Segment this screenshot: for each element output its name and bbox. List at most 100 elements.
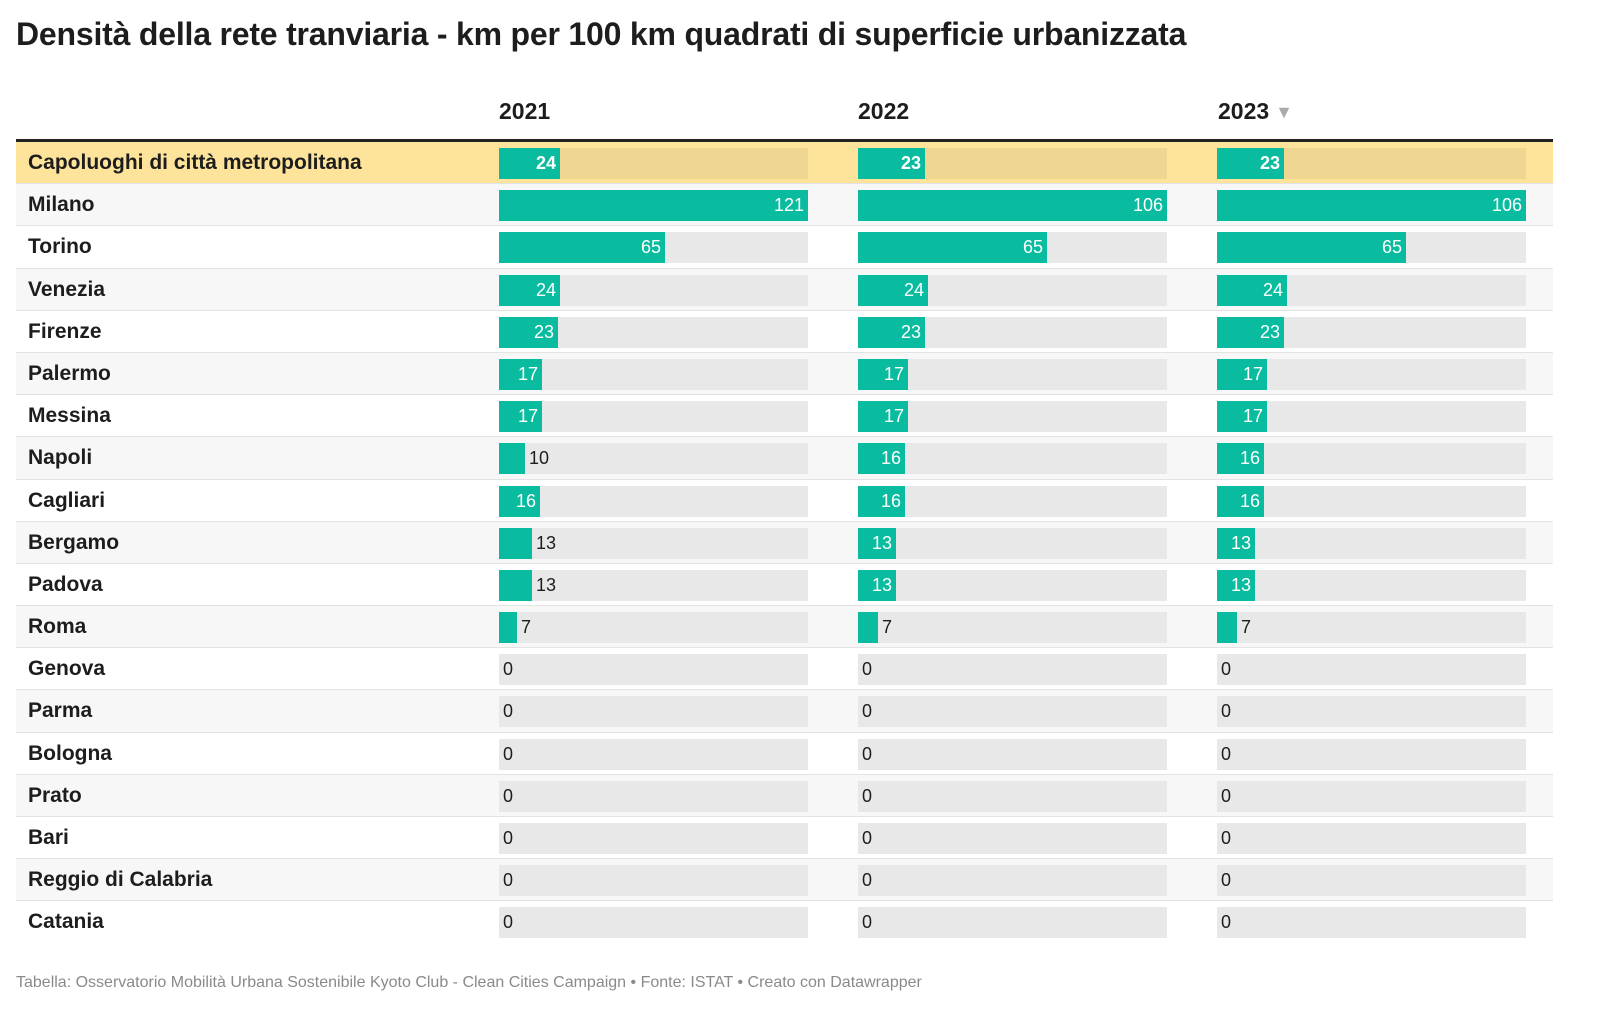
bar-cell: 17	[499, 401, 808, 433]
bar-cell: 0	[858, 780, 1167, 812]
table-row: Genova 0 0 0	[16, 648, 1553, 691]
bar-cell: 0	[858, 696, 1167, 728]
bar	[499, 232, 665, 264]
bar-cell: 0	[499, 823, 808, 854]
row-label: Torino	[28, 235, 92, 259]
bar-cell: 10	[499, 443, 808, 475]
data-label: 17	[1242, 363, 1263, 384]
bar-cell: 0	[499, 654, 808, 686]
bar-cell: 7	[499, 612, 808, 644]
row-label: Reggio di Calabria	[28, 868, 213, 892]
column-header-2021[interactable]: 2021	[499, 98, 550, 125]
bar-cell: 65	[499, 232, 808, 264]
table-row: Prato 0 0 0	[16, 774, 1553, 817]
column-header-2023[interactable]: 2023 ▼	[1218, 98, 1293, 125]
row-label: Catania	[28, 910, 104, 934]
bar-cell: 24	[499, 274, 808, 306]
bar-cell: 0	[1217, 696, 1526, 728]
bar-cell: 0	[1217, 738, 1526, 770]
data-label: 65	[640, 237, 661, 258]
table-row: Parma 0 0 0	[16, 690, 1553, 733]
row-label: Messina	[28, 404, 111, 428]
data-label: 16	[1239, 490, 1260, 511]
bar	[1217, 316, 1284, 348]
data-label: 13	[536, 532, 557, 553]
table-row: Bari 0 0 0	[16, 817, 1553, 860]
row-label: Capoluoghi di città metropolitana	[28, 151, 362, 174]
bar	[499, 316, 558, 348]
data-label: 0	[862, 785, 873, 806]
bar-cell: 0	[1217, 907, 1526, 939]
bar	[858, 443, 905, 475]
data-label: 7	[882, 617, 893, 638]
data-label: 24	[903, 279, 924, 300]
bar	[1217, 443, 1264, 475]
data-label: 23	[900, 321, 921, 342]
data-label: 0	[862, 659, 873, 680]
data-label: 10	[529, 448, 550, 469]
bar	[499, 569, 532, 601]
table-row: Reggio di Calabria 0 0 0	[16, 859, 1553, 902]
row-label: Prato	[28, 783, 82, 807]
data-label: 13	[536, 574, 557, 595]
bar	[1217, 612, 1237, 644]
data-label: 65	[1381, 237, 1402, 258]
bar	[499, 443, 525, 475]
row-label: Parma	[28, 699, 93, 723]
bar-cell: 0	[858, 738, 1167, 770]
table-row: Bergamo 13 13 13	[16, 521, 1553, 564]
table-row: Bologna 0 0 0	[16, 733, 1553, 775]
bar	[858, 527, 896, 559]
bar	[1217, 274, 1287, 306]
bar	[1217, 527, 1255, 559]
bar	[1217, 232, 1406, 264]
data-label: 13	[1230, 574, 1251, 595]
data-label: 24	[535, 279, 556, 300]
bar-cell: 106	[858, 190, 1167, 222]
bar-cell: 0	[858, 654, 1167, 686]
bar	[499, 401, 542, 433]
bar-cell: 7	[1217, 612, 1526, 644]
bar	[1217, 485, 1264, 517]
bar-cell: 16	[858, 443, 1167, 475]
bar-cell: 23	[1217, 148, 1526, 179]
table-row: Firenze 23 23 23	[16, 311, 1553, 353]
bar	[499, 274, 560, 306]
data-label: 0	[503, 701, 514, 722]
data-label: 17	[517, 406, 538, 427]
chart-title: Densità della rete tranviaria - km per 1…	[16, 16, 1187, 52]
row-label: Genova	[28, 657, 106, 681]
bar-cell: 23	[499, 316, 808, 348]
row-label: Venezia	[28, 277, 106, 301]
data-label: 0	[862, 743, 873, 764]
table-row: Catania 0 0 0	[16, 901, 1553, 943]
bar-cell: 16	[858, 485, 1167, 517]
bar-cell: 17	[499, 358, 808, 390]
row-label: Palermo	[28, 361, 111, 385]
bar	[499, 358, 542, 390]
bar-cell: 0	[1217, 865, 1526, 897]
bar-cell: 65	[858, 232, 1167, 264]
data-label: 7	[1241, 617, 1252, 638]
bar-cell: 0	[499, 865, 808, 897]
row-label: Bologna	[28, 741, 112, 765]
column-header-2022[interactable]: 2022	[858, 98, 909, 125]
bar-cell: 13	[858, 527, 1167, 559]
data-label: 0	[503, 743, 514, 764]
data-label: 0	[1221, 870, 1232, 891]
bar-cell: 16	[499, 485, 808, 517]
bar-cell: 23	[1217, 316, 1526, 348]
row-label: Cagliari	[28, 488, 106, 512]
bar-cell: 0	[499, 780, 808, 812]
data-table: 2021 2022 2023 ▼ Capoluoghi di città metr…	[16, 86, 1553, 944]
data-label: 0	[1221, 743, 1232, 764]
table-row-summary: Capoluoghi di città metropolitana 24 23 23	[16, 142, 1553, 185]
data-label: 13	[871, 532, 892, 553]
data-label: 17	[1242, 406, 1263, 427]
data-label: 0	[862, 701, 873, 722]
bar-cell: 17	[1217, 401, 1526, 433]
bar-cell: 13	[499, 527, 808, 559]
data-label: 16	[515, 490, 536, 511]
bar	[1217, 401, 1267, 433]
